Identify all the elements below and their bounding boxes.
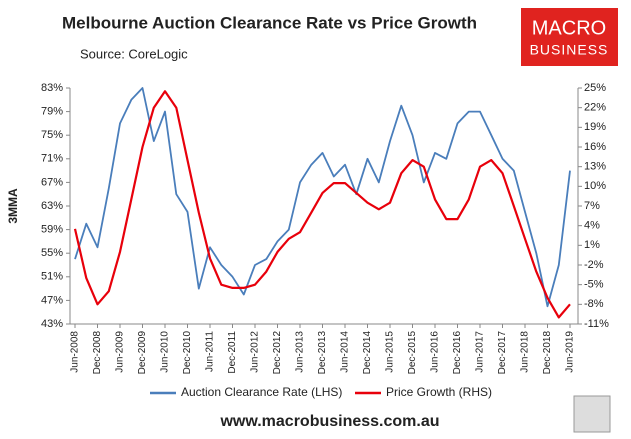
y2-tick-label: -2%	[584, 259, 604, 271]
x-tick-label: Jun-2010	[160, 331, 171, 373]
x-tick-label: Jun-2018	[520, 331, 531, 373]
y2-tick-label: 4%	[584, 220, 600, 232]
y-tick-label: 47%	[41, 294, 63, 306]
x-tick-label: Dec-2016	[452, 331, 463, 375]
y-tick-label: 43%	[41, 318, 63, 330]
y2-tick-label: 19%	[584, 121, 606, 133]
x-tick-label: Dec-2008	[92, 331, 103, 375]
x-tick-label: Jun-2009	[115, 331, 126, 373]
x-tick-label: Jun-2012	[250, 331, 261, 373]
logo-text: BUSINESS	[530, 42, 609, 58]
footer: www.macrobusiness.com.au	[219, 413, 439, 430]
y-tick-label: 55%	[41, 247, 63, 259]
logo-text: MACRO	[532, 17, 606, 39]
y2-tick-label: -5%	[584, 279, 604, 291]
y-tick-label: 51%	[41, 271, 63, 283]
x-tick-label: Jun-2015	[385, 331, 396, 373]
y-tick-label: 75%	[41, 129, 63, 141]
y-tick-label: 63%	[41, 200, 63, 212]
y2-tick-label: 7%	[584, 200, 600, 212]
y-tick-label: 79%	[41, 106, 63, 118]
x-tick-label: Jun-2019	[565, 331, 576, 373]
y2-tick-label: 1%	[584, 239, 600, 251]
y-tick-label: 67%	[41, 176, 63, 188]
logo-box	[521, 8, 618, 66]
y2-tick-label: 13%	[584, 161, 606, 173]
y2-tick-label: -11%	[584, 318, 609, 330]
x-tick-label: Dec-2012	[272, 331, 283, 375]
y-axis-label: 3MMA	[6, 188, 20, 224]
y2-tick-label: 16%	[584, 141, 606, 153]
legend-label: Auction Clearance Rate (LHS)	[181, 385, 342, 399]
y-tick-label: 59%	[41, 224, 63, 236]
y2-tick-label: -8%	[584, 298, 604, 310]
y2-tick-label: 25%	[584, 82, 606, 94]
chart-subtitle: Source: CoreLogic	[80, 46, 188, 61]
series-line	[73, 90, 571, 319]
y-tick-label: 71%	[41, 153, 63, 165]
chart-title: Melbourne Auction Clearance Rate vs Pric…	[62, 13, 477, 32]
x-tick-label: Jun-2008	[70, 331, 81, 373]
y-tick-label: 83%	[41, 82, 63, 94]
x-tick-label: Dec-2011	[227, 331, 238, 374]
x-tick-label: Dec-2014	[362, 331, 373, 375]
y2-tick-label: 22%	[584, 102, 606, 114]
x-tick-label: Jun-2017	[475, 331, 486, 373]
series-line	[74, 87, 571, 308]
x-tick-label: Dec-2017	[497, 331, 508, 375]
x-tick-label: Dec-2010	[182, 331, 193, 375]
x-tick-label: Jun-2016	[430, 331, 441, 373]
x-tick-label: Jun-2011	[205, 331, 216, 372]
y2-tick-label: 10%	[584, 180, 606, 192]
x-tick-label: Jun-2013	[295, 331, 306, 373]
legend-label: Price Growth (RHS)	[386, 385, 492, 399]
logo-icon	[573, 395, 611, 433]
x-tick-label: Dec-2015	[407, 331, 418, 375]
x-tick-label: Dec-2009	[137, 331, 148, 375]
x-tick-label: Jun-2014	[340, 331, 351, 373]
x-tick-label: Dec-2013	[317, 331, 328, 375]
x-tick-label: Dec-2018	[542, 331, 553, 375]
